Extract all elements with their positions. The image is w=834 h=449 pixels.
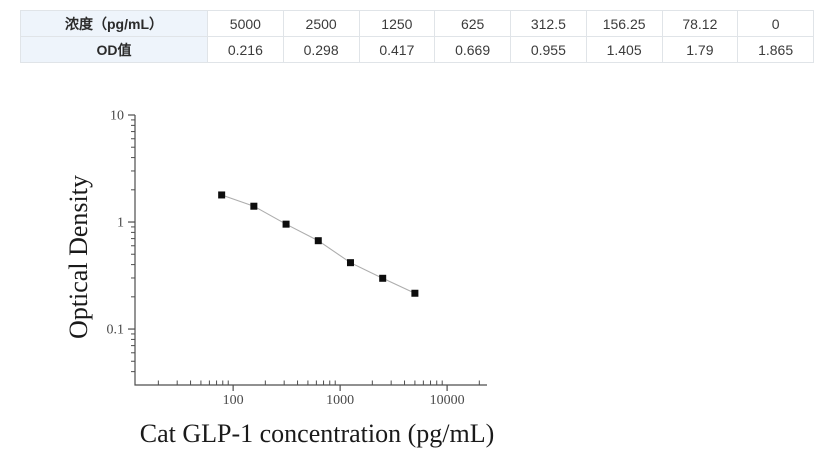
table-cell: 78.12 bbox=[661, 10, 739, 37]
od-row: OD值 0.216 0.298 0.417 0.669 0.955 1.405 1.79 1.… bbox=[20, 36, 814, 63]
standards-table-grid: 浓度（pg/mL） 5000 2500 1250 625 312.5 156.25 78.1… bbox=[20, 10, 814, 63]
y-tick-label: 1 bbox=[117, 216, 124, 231]
table-cell: 156.25 bbox=[585, 10, 663, 37]
data-point-marker bbox=[218, 191, 226, 199]
table-cell: 0.417 bbox=[358, 36, 436, 63]
table-cell: 625 bbox=[434, 10, 511, 37]
table-cell: 1.405 bbox=[585, 36, 663, 63]
concentration-row-label: 浓度（pg/mL） bbox=[20, 10, 208, 37]
table-cell: 0.216 bbox=[207, 36, 284, 63]
data-point-marker bbox=[346, 259, 354, 267]
y-tick-label: 0.1 bbox=[107, 323, 125, 338]
table-cell: 1.865 bbox=[737, 36, 814, 63]
table-cell: 312.5 bbox=[510, 10, 587, 37]
table-cell: 2500 bbox=[282, 10, 360, 37]
x-tick-label: 100 bbox=[223, 393, 244, 408]
standard-curve-chart: 100 1000 10000 10 1 0.1 Cat GLP-1 concentratio… bbox=[55, 90, 525, 449]
table-cell: 1250 bbox=[358, 10, 436, 37]
table-cell: 5000 bbox=[207, 10, 284, 37]
data-point-marker bbox=[314, 237, 322, 245]
x-tick-label: 10000 bbox=[430, 393, 465, 408]
table-cell: 0.298 bbox=[282, 36, 360, 63]
data-point-marker bbox=[379, 274, 387, 282]
standards-table: 浓度（pg/mL） 5000 2500 1250 625 312.5 156.25 78.1… bbox=[20, 10, 814, 63]
table-cell: 0.669 bbox=[434, 36, 511, 63]
data-point-marker bbox=[250, 202, 258, 210]
axis-lines bbox=[134, 115, 487, 386]
concentration-row: 浓度（pg/mL） 5000 2500 1250 625 312.5 156.25 78.1… bbox=[20, 10, 814, 37]
od-row-label: OD值 bbox=[20, 36, 208, 63]
y-axis-label: Optical Density bbox=[64, 175, 93, 339]
chart-canvas: 100 1000 10000 10 1 0.1 Cat GLP-1 concentratio… bbox=[64, 109, 495, 449]
table-cell: 0.955 bbox=[510, 36, 587, 63]
table-cell: 0 bbox=[737, 10, 814, 37]
x-axis-label: Cat GLP-1 concentration (pg/mL) bbox=[140, 419, 495, 448]
y-tick-label: 10 bbox=[110, 109, 124, 124]
x-tick-label: 1000 bbox=[326, 393, 354, 408]
data-point-marker bbox=[411, 289, 419, 297]
data-point-marker bbox=[282, 220, 290, 228]
table-cell: 1.79 bbox=[661, 36, 739, 63]
